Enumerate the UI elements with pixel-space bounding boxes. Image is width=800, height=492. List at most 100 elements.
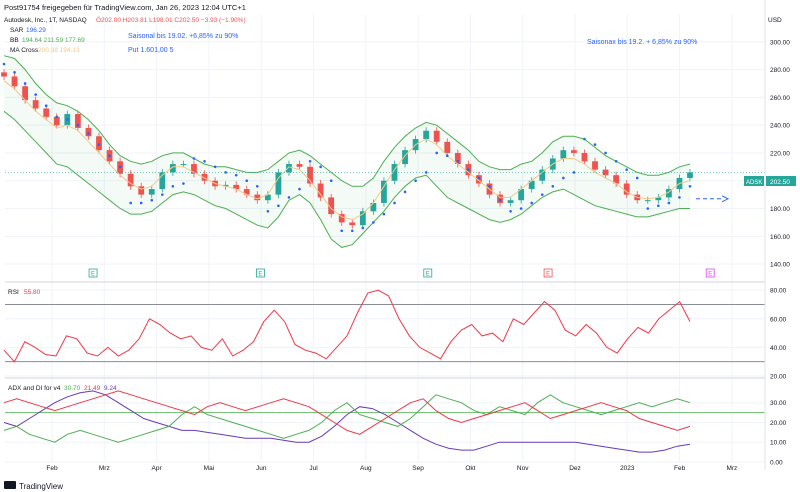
earnings-marker [705, 268, 715, 278]
sar-dot [498, 198, 502, 202]
candle-body [317, 183, 324, 198]
month-label: Nov [517, 465, 529, 472]
axes: 140.00160.00180.00200.00220.00240.00260.… [770, 39, 790, 466]
sar-dot [519, 207, 523, 210]
symbol-line[interactable]: Autodesk, Inc., 1T, NASDAQ [4, 17, 87, 24]
candle-body [127, 173, 134, 187]
earnings-marker [423, 268, 433, 278]
rsi-legend-value: 55.80 [24, 289, 41, 296]
candle-body [655, 197, 662, 201]
candle-body [539, 169, 546, 181]
candle-body [433, 130, 440, 142]
price-tick-label: 300.00 [770, 39, 790, 46]
sar-dot [445, 154, 449, 158]
candle-body [581, 152, 588, 162]
annotation-seasonal[interactable]: Saisonal bis 19.02. +6,85% zu 90% [128, 33, 238, 40]
sar-dot [572, 171, 576, 174]
candle-body [507, 200, 514, 203]
sar-dot [657, 204, 660, 208]
month-label: 2023 [620, 465, 635, 472]
candle-body [423, 130, 430, 140]
month-label: Feb [674, 465, 686, 472]
candle-body [687, 172, 693, 178]
candle-body [444, 141, 451, 153]
sar-dot [604, 151, 607, 155]
sar-dot [255, 184, 259, 188]
last-price-value: 202.50 [770, 179, 790, 186]
sar-dot [488, 184, 491, 188]
price-tick-label: 20.00 [770, 420, 787, 427]
price-tick-label: 60.00 [770, 316, 787, 323]
rsi-legend-label[interactable]: RSI [8, 289, 19, 296]
bb-legend-values: 194.64 211.59 177.69 [22, 37, 85, 44]
adx-legend-label[interactable]: ADX and DI for v4 [8, 385, 61, 392]
price-tick-label: 180.00 [770, 206, 790, 213]
sar-dot [66, 118, 69, 121]
tradingview-logo[interactable]: TradingView [4, 481, 63, 491]
earnings-marker [543, 268, 553, 278]
ma-legend-label[interactable]: MA Cross [10, 47, 39, 54]
price-tick-label: 40.00 [770, 345, 787, 352]
candle-body [338, 214, 345, 223]
candle-body [328, 197, 335, 215]
candle-body [391, 164, 398, 181]
candle-body [275, 172, 282, 195]
sar-dot [350, 229, 354, 233]
earnings-marker [88, 268, 98, 278]
candle-body [32, 100, 39, 109]
projection-arrowhead [721, 195, 730, 203]
month-label: Sep [412, 465, 424, 472]
month-label: Mai [204, 465, 214, 472]
bb-upper-line [3, 55, 691, 187]
candle-body [381, 180, 387, 203]
price-tick-label: 30.00 [770, 400, 787, 407]
sar-dot [551, 184, 555, 188]
minus-di-line [3, 390, 691, 435]
sar-dot [667, 201, 671, 205]
annotation-put[interactable]: Put 1.601,00 5 [128, 47, 174, 54]
earnings-marker-label: E [258, 272, 262, 278]
candle-body [370, 202, 377, 212]
sar-dot [139, 201, 143, 205]
adx-line [3, 390, 691, 453]
sar-dot [277, 204, 280, 208]
sar-dot [298, 187, 301, 191]
sar-dot [361, 226, 365, 230]
sar-dot [414, 179, 417, 183]
earnings-marker-label: E [708, 272, 712, 278]
sar-dot [224, 171, 227, 174]
candle-body [11, 76, 18, 87]
price-tick-label: 140.00 [770, 262, 790, 269]
sar-legend-label[interactable]: SAR [10, 27, 24, 34]
sar-dot [87, 132, 90, 135]
price-tick-label: 20.00 [770, 374, 787, 381]
candle-body [476, 175, 482, 184]
candle-body [74, 114, 81, 128]
sar-dot [108, 154, 111, 158]
currency-label: USD [768, 17, 782, 24]
candle-body [169, 164, 176, 173]
candle-body [307, 166, 313, 184]
sar-dot [614, 159, 618, 163]
candle-body [53, 116, 60, 126]
sar-dot [562, 176, 565, 180]
sar-dot [646, 207, 650, 210]
annotation-seasonax[interactable]: Saisonax bis 19.2. + 6,85% zu 90% [587, 39, 697, 46]
sar-dot [583, 137, 586, 141]
sar-dot [171, 184, 175, 188]
bb-lower-line [3, 110, 690, 248]
grid [5, 14, 765, 463]
candle-body [518, 189, 525, 201]
sar-dot [213, 165, 217, 169]
candle-body [349, 222, 356, 226]
candle-body [43, 108, 50, 117]
bb-legend-label[interactable]: BB [10, 37, 19, 44]
sar-dot [329, 179, 333, 183]
candle-body [497, 194, 503, 203]
sar-dot [625, 168, 628, 171]
price-tick-label: 160.00 [770, 234, 790, 241]
sar-dot [424, 171, 428, 174]
ma-fast-line [3, 80, 691, 221]
time-axis[interactable]: Feb Mrz Apr Mai Jun Jul Aug Sep Okt Nov Dez 2023 Feb… [46, 465, 737, 472]
